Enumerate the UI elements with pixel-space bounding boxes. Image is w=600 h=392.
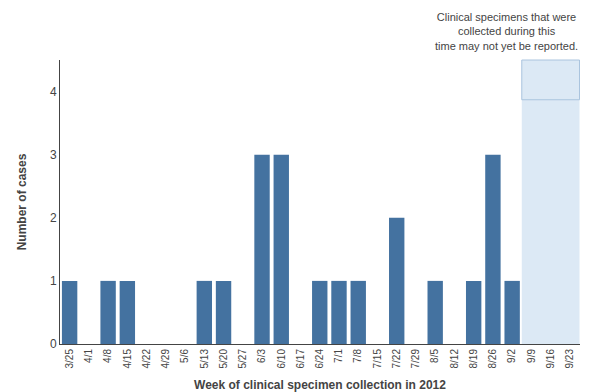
svg-text:7/22: 7/22 — [391, 349, 402, 369]
svg-text:8/12: 8/12 — [449, 349, 460, 369]
svg-text:3: 3 — [50, 148, 57, 162]
svg-text:7/29: 7/29 — [410, 349, 421, 369]
svg-text:Clinical specimens that wereco: Clinical specimens that werecollected du… — [435, 11, 578, 52]
svg-text:8/19: 8/19 — [468, 349, 479, 369]
svg-text:4/22: 4/22 — [141, 349, 152, 369]
svg-text:2: 2 — [50, 211, 57, 225]
svg-text:6/3: 6/3 — [256, 349, 267, 363]
svg-text:9/23: 9/23 — [564, 349, 575, 369]
svg-text:8/5: 8/5 — [429, 349, 440, 363]
svg-text:4/29: 4/29 — [160, 349, 171, 369]
svg-text:4: 4 — [50, 85, 57, 99]
svg-text:5/6: 5/6 — [179, 349, 190, 363]
svg-text:Week of clinical specimen coll: Week of clinical specimen collection in … — [194, 378, 446, 392]
svg-text:9/2: 9/2 — [506, 349, 517, 363]
svg-text:7/1: 7/1 — [333, 349, 344, 363]
svg-text:9/16: 9/16 — [545, 349, 556, 369]
svg-text:7/8: 7/8 — [352, 349, 363, 363]
svg-text:9/9: 9/9 — [526, 349, 537, 363]
svg-text:4/1: 4/1 — [83, 349, 94, 363]
svg-text:8/26: 8/26 — [487, 349, 498, 369]
svg-text:5/27: 5/27 — [237, 349, 248, 369]
svg-text:4/8: 4/8 — [102, 349, 113, 363]
svg-text:4/15: 4/15 — [122, 349, 133, 369]
svg-text:6/10: 6/10 — [276, 349, 287, 369]
svg-text:1: 1 — [50, 274, 57, 288]
svg-text:5/20: 5/20 — [218, 349, 229, 369]
svg-text:Number of cases: Number of cases — [15, 153, 29, 250]
svg-text:7/15: 7/15 — [372, 349, 383, 369]
svg-text:6/17: 6/17 — [295, 349, 306, 369]
svg-text:3/25: 3/25 — [64, 349, 75, 369]
svg-text:0: 0 — [50, 337, 57, 351]
svg-text:5/13: 5/13 — [199, 349, 210, 369]
svg-text:6/24: 6/24 — [314, 349, 325, 369]
